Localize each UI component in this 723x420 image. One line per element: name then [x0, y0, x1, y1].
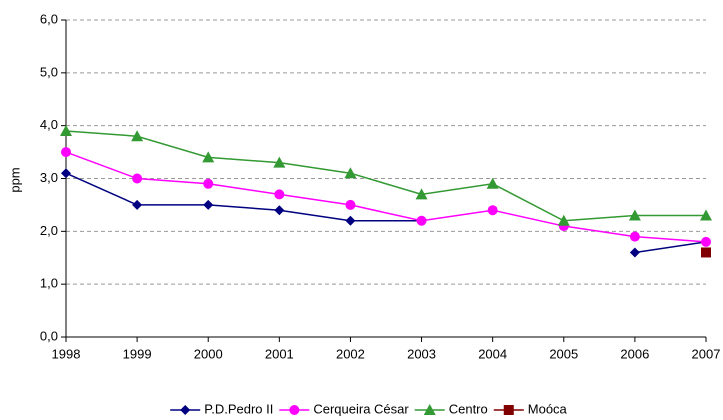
y-tick-label: 6,0: [40, 11, 58, 26]
series-line: [65, 172, 707, 254]
marker: [203, 199, 214, 210]
x-tick-label: 2005: [549, 346, 578, 361]
x-tick-label: 2001: [265, 346, 294, 361]
marker: [701, 236, 711, 247]
x-tick-label: 2003: [407, 346, 436, 361]
x-tick-label: 2002: [336, 346, 365, 361]
x-tick-label: 1999: [123, 346, 152, 361]
y-tick-label: 3,0: [40, 170, 58, 185]
marker: [345, 215, 356, 226]
marker: [700, 209, 712, 221]
marker: [487, 205, 498, 216]
marker: [557, 214, 570, 226]
legend-label: P.D.Pedro II: [204, 401, 273, 416]
marker: [202, 151, 215, 163]
y-tick-label: 5,0: [40, 64, 58, 79]
legend-label: Moóca: [528, 401, 568, 416]
y-tick-label: 1,0: [40, 276, 58, 291]
legend-marker: [503, 405, 514, 415]
marker: [629, 247, 640, 258]
marker: [345, 199, 356, 210]
y-axis-label: ppm: [7, 167, 22, 192]
legend-label: Centro: [449, 401, 488, 416]
series-line: [65, 151, 707, 243]
y-tick-label: 4,0: [40, 117, 58, 132]
series-line: [65, 130, 706, 222]
x-tick-label: 1998: [52, 346, 81, 361]
marker: [60, 124, 72, 136]
x-tick-label: 2006: [620, 346, 649, 361]
marker: [203, 178, 214, 189]
marker: [415, 188, 428, 200]
marker: [132, 199, 143, 210]
legend-marker: [423, 404, 436, 415]
marker: [344, 167, 357, 179]
marker: [416, 215, 427, 226]
marker: [701, 247, 711, 258]
marker: [274, 205, 285, 216]
legend-marker: [180, 405, 191, 415]
x-tick-label: 2004: [478, 346, 507, 361]
legend-label: Cerqueira César: [313, 401, 409, 416]
y-tick-label: 0,0: [40, 328, 58, 343]
x-tick-label: 2000: [194, 346, 223, 361]
marker: [61, 147, 71, 158]
legend: P.D.Pedro II Cerqueira César Centro Moóca: [170, 401, 568, 416]
x-tick-label: 2007: [692, 346, 721, 361]
legend-marker: [289, 405, 300, 415]
marker: [273, 156, 286, 168]
y-tick-label: 2,0: [40, 223, 58, 238]
marker: [131, 130, 144, 142]
marker: [629, 231, 640, 242]
marker: [274, 189, 285, 200]
marker: [132, 173, 143, 184]
marker: [486, 177, 499, 189]
marker: [628, 209, 641, 221]
marker: [61, 168, 71, 179]
